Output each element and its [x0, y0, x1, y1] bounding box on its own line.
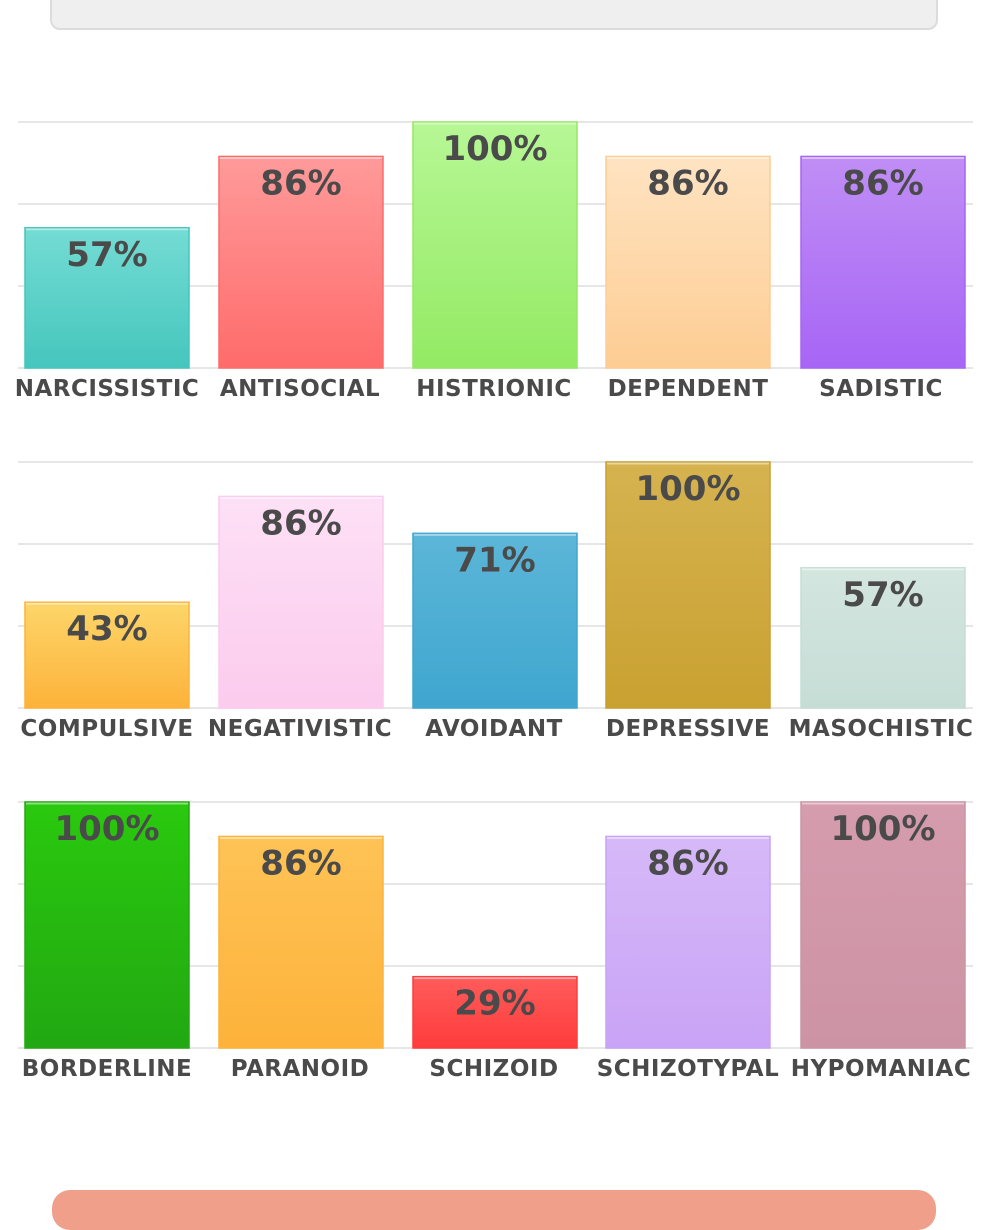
category-label: SCHIZOTYPAL	[597, 1056, 780, 1082]
bar-value-label: 71%	[454, 540, 535, 580]
category-label: DEPRESSIVE	[606, 716, 770, 742]
bar	[24, 227, 190, 369]
bar	[800, 155, 966, 369]
bar	[800, 801, 966, 1049]
bottom-action-button[interactable]	[52, 1190, 936, 1230]
bar-chart-group-3: 100% BORDERLINE 86% PARANOID 29% SCHIZOID 86% S…	[0, 790, 987, 1090]
category-label: SCHIZOID	[429, 1056, 558, 1082]
category-label: NEGATIVISTIC	[208, 716, 392, 742]
top-panel	[50, 0, 938, 30]
bar-value-label: 86%	[260, 163, 341, 203]
category-label: ANTISOCIAL	[220, 376, 380, 402]
bar	[218, 835, 384, 1049]
bar-value-label: 100%	[830, 809, 935, 849]
bar-value-label: 86%	[647, 843, 728, 883]
category-label: BORDERLINE	[22, 1056, 192, 1082]
category-label: SADISTIC	[819, 376, 943, 402]
bar-value-label: 57%	[66, 235, 147, 275]
bar-value-label: 86%	[647, 163, 728, 203]
category-label: DEPENDENT	[608, 376, 769, 402]
category-label: NARCISSISTIC	[15, 376, 200, 402]
bar-value-label: 29%	[454, 984, 535, 1024]
bar	[800, 567, 966, 709]
bar	[218, 155, 384, 369]
bar	[24, 801, 190, 1049]
bar-value-label: 100%	[54, 809, 159, 849]
bar-value-label: 43%	[66, 609, 147, 649]
category-label: COMPULSIVE	[20, 716, 193, 742]
bar	[605, 835, 771, 1049]
bar	[24, 601, 190, 709]
bar-value-label: 100%	[442, 129, 547, 169]
bar-chart-3-svg: 100% BORDERLINE 86% PARANOID 29% SCHIZOID 86% S…	[18, 801, 973, 1082]
bar	[412, 121, 578, 369]
bar	[605, 461, 771, 709]
bar	[605, 155, 771, 369]
bar-value-label: 100%	[635, 469, 740, 509]
bar	[412, 975, 578, 1049]
category-label: AVOIDANT	[425, 716, 563, 742]
bar-chart-2-svg: 43% COMPULSIVE 86% NEGATIVISTIC 71% AVOIDANT 1…	[18, 461, 974, 742]
bar-value-label: 86%	[260, 843, 341, 883]
bar-chart-1-svg: 57% NARCISSISTIC 86% ANTISOCIAL 100% HISTRION…	[15, 121, 973, 402]
bar-value-label: 86%	[260, 503, 341, 543]
category-label: HYPOMANIAC	[791, 1056, 972, 1082]
bar	[412, 532, 578, 709]
category-label: PARANOID	[231, 1056, 370, 1082]
bar-value-label: 57%	[842, 575, 923, 615]
category-label: HISTRIONIC	[416, 376, 572, 402]
category-label: MASOCHISTIC	[789, 716, 974, 742]
bar-value-label: 86%	[842, 163, 923, 203]
bar-chart-group-1: 57% NARCISSISTIC 86% ANTISOCIAL 100% HISTRION…	[0, 110, 987, 410]
bar-chart-group-2: 43% COMPULSIVE 86% NEGATIVISTIC 71% AVOIDANT 1…	[0, 450, 987, 750]
bar	[218, 495, 384, 709]
